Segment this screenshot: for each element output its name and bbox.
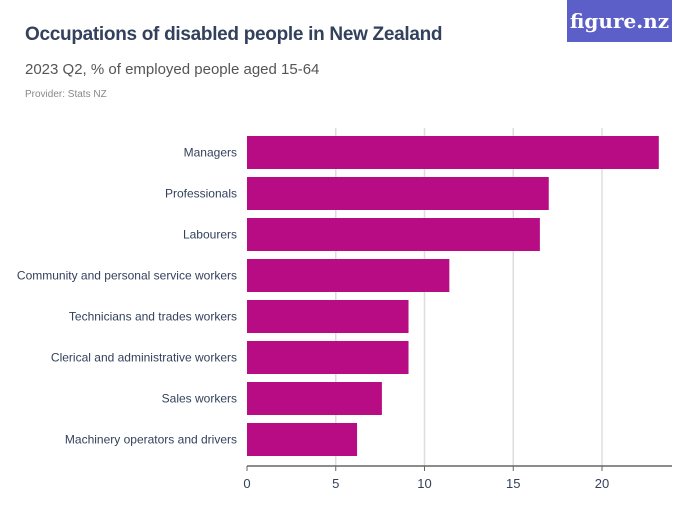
category-label: Labourers xyxy=(183,228,237,242)
bar-managers xyxy=(247,136,659,169)
bar-professionals xyxy=(247,177,549,210)
category-label: Community and personal service workers xyxy=(17,269,237,283)
bar-labourers xyxy=(247,218,540,251)
figure-nz-logo[interactable]: figure.nz xyxy=(567,0,672,42)
bar-technicians-and-trades-workers xyxy=(247,300,409,333)
category-label: Technicians and trades workers xyxy=(69,310,237,324)
x-tick-label: 10 xyxy=(417,476,431,491)
bar-sales-workers xyxy=(247,382,382,415)
category-label: Managers xyxy=(184,146,237,160)
chart-title: Occupations of disabled people in New Ze… xyxy=(25,24,443,45)
bar-clerical-and-administrative-workers xyxy=(247,341,409,374)
x-tick-label: 20 xyxy=(595,476,609,491)
category-label: Professionals xyxy=(165,187,237,201)
provider-text: Provider: Stats NZ xyxy=(25,89,107,100)
category-label: Machinery operators and drivers xyxy=(65,433,237,447)
bar-machinery-operators-and-drivers xyxy=(247,423,358,456)
category-label: Sales workers xyxy=(162,392,237,406)
x-tick-label: 5 xyxy=(332,476,339,491)
bar-community-and-personal-service-workers xyxy=(247,259,450,292)
x-tick-label: 15 xyxy=(506,476,520,491)
category-label: Clerical and administrative workers xyxy=(51,351,237,365)
chart-subtitle: 2023 Q2, % of employed people aged 15-64 xyxy=(25,61,320,78)
x-tick-label: 0 xyxy=(243,476,250,491)
